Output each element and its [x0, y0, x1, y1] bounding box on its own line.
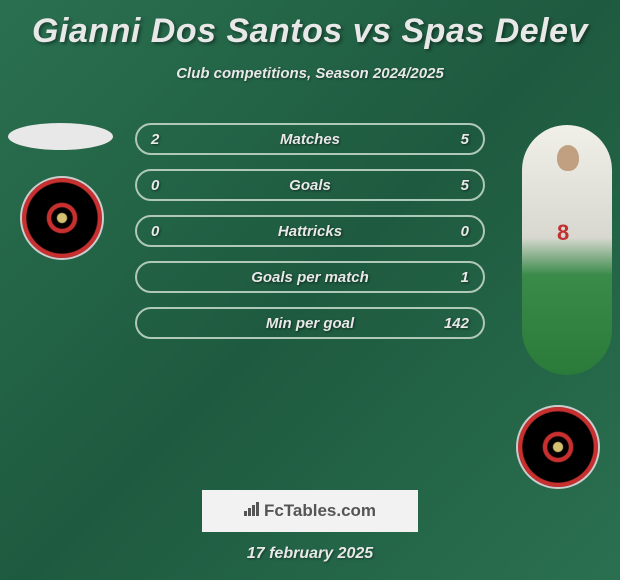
stat-label: Min per goal [137, 315, 483, 332]
club-badge-icon [516, 405, 600, 489]
right-team-badge [516, 405, 600, 489]
stat-row-goals-per-match: Goals per match 1 [135, 261, 485, 293]
stat-label: Goals [137, 177, 483, 194]
page-subtitle: Club competitions, Season 2024/2025 [0, 65, 620, 82]
stat-left-value: 2 [151, 131, 159, 148]
stat-row-min-per-goal: Min per goal 142 [135, 307, 485, 339]
page-title: Gianni Dos Santos vs Spas Delev [0, 0, 620, 51]
stat-label: Hattricks [137, 223, 483, 240]
attribution-text: FcTables.com [264, 501, 376, 521]
stat-label: Goals per match [137, 269, 483, 286]
right-player-photo [522, 125, 612, 375]
stat-left-value: 0 [151, 177, 159, 194]
stat-right-value: 5 [461, 131, 469, 148]
left-player-placeholder [8, 123, 113, 150]
club-badge-icon [20, 176, 104, 260]
chart-icon [244, 502, 260, 520]
stat-right-value: 0 [461, 223, 469, 240]
stat-row-hattricks: 0 Hattricks 0 [135, 215, 485, 247]
stat-left-value: 0 [151, 223, 159, 240]
stats-panel: 2 Matches 5 0 Goals 5 0 Hattricks 0 Goal… [135, 123, 485, 353]
date-label: 17 february 2025 [0, 545, 620, 563]
left-team-badge [20, 176, 104, 260]
stat-right-value: 1 [461, 269, 469, 286]
stat-label: Matches [137, 131, 483, 148]
attribution-badge[interactable]: FcTables.com [202, 490, 418, 532]
stat-right-value: 142 [444, 315, 469, 332]
stat-row-matches: 2 Matches 5 [135, 123, 485, 155]
stat-right-value: 5 [461, 177, 469, 194]
stat-row-goals: 0 Goals 5 [135, 169, 485, 201]
